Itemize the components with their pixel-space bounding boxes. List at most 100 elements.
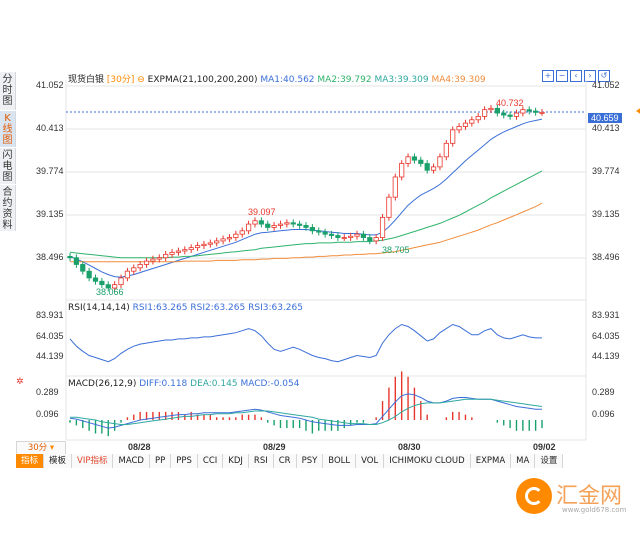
toolbar-tab[interactable]: 设置: [535, 454, 564, 468]
toolbar-tab[interactable]: EXPMA: [470, 454, 512, 468]
toolbar-tab[interactable]: BOLL: [323, 454, 357, 468]
toolbar-tab[interactable]: ICHIMOKU CLOUD: [384, 454, 471, 468]
ma4-value: MA4:39.309: [431, 75, 486, 85]
y-tick-right: 40.413: [592, 123, 620, 133]
macd-legend: MACD(26,12,9) DIFF:0.118 DEA:0.145 MACD:…: [68, 379, 299, 389]
low2-annotation: 38.705: [382, 245, 410, 255]
sidebar-item-contract[interactable]: 合约资料: [0, 185, 16, 231]
y-tick-right: 38.496: [592, 252, 620, 262]
candle-body: [99, 280, 105, 286]
symbol-name: 现货白银: [68, 75, 105, 85]
candle-body: [360, 233, 367, 238]
chart-canvas: [65, 80, 587, 441]
candle-body: [379, 216, 386, 238]
candle-body: [252, 220, 258, 225]
candle-body: [201, 243, 207, 247]
candle-body: [456, 126, 462, 131]
candle-body: [316, 230, 322, 233]
candle-body: [284, 222, 290, 225]
y-tick-right: 39.774: [592, 166, 620, 176]
toolbar-tab[interactable]: VIP指标: [72, 454, 114, 468]
candle-body: [131, 267, 137, 272]
candle-body: [469, 119, 475, 124]
toolbar-tab[interactable]: PSY: [296, 454, 324, 468]
sidebar-item-label: K线图: [2, 113, 13, 146]
candle-body: [297, 223, 303, 226]
candle-body: [450, 129, 456, 144]
rsi-label: RSI(14,14,14): [68, 303, 130, 313]
sidebar-item-kline[interactable]: K线图: [0, 111, 16, 147]
sidebar-item-flash[interactable]: 闪电图: [0, 148, 16, 184]
period-select[interactable]: 30分 ▾: [16, 441, 66, 455]
candle-body: [137, 264, 143, 269]
toolbar-tab[interactable]: PP: [149, 454, 172, 468]
toolbar-tab[interactable]: 模板: [44, 454, 73, 468]
candle-body: [367, 237, 373, 242]
settings-icon[interactable]: ⊖: [137, 75, 145, 85]
period-label[interactable]: [30分]: [106, 75, 135, 85]
toolbar-tab[interactable]: KDJ: [223, 454, 249, 468]
candle-body: [386, 196, 392, 218]
zoom-out-icon[interactable]: −: [556, 70, 568, 82]
toolbar-tab[interactable]: VOL: [356, 454, 385, 468]
low-annotation: 38.066: [96, 287, 124, 297]
candle-body: [399, 163, 405, 178]
sidebar-item-label: 闪电图: [2, 150, 13, 183]
candles: [67, 104, 545, 292]
pan-right-icon[interactable]: ›: [584, 70, 596, 82]
chart-tools: + − ‹ › ↺: [542, 70, 610, 82]
toolbar-tab[interactable]: RSI: [248, 454, 274, 468]
reset-icon[interactable]: ↺: [598, 70, 610, 82]
rsi3-value: RSI3:63.265: [248, 303, 303, 313]
brand-name: 汇金网: [556, 484, 623, 509]
diff-line: [69, 393, 542, 429]
macd-settings-icon[interactable]: ✲: [16, 377, 24, 387]
pan-left-icon[interactable]: ‹: [570, 70, 582, 82]
candle-body: [277, 223, 284, 226]
candle-body: [290, 222, 296, 225]
candle-body: [335, 235, 341, 238]
candle-body: [354, 233, 360, 237]
candle-body: [303, 225, 309, 228]
ma3-value: MA3:39.309: [374, 75, 429, 85]
candle-body: [271, 225, 277, 228]
candle-body: [341, 237, 347, 239]
y-tick-left: 39.135: [36, 209, 64, 219]
candle-body: [86, 270, 92, 279]
toolbar-tab[interactable]: CR: [273, 454, 297, 468]
dea-value: DEA:0.145: [190, 379, 238, 389]
candle-body: [112, 284, 118, 289]
x-tick: 08/28: [128, 442, 151, 452]
candle-body: [163, 253, 169, 259]
rsi-tick-left: 64.035: [36, 331, 64, 341]
macd-tick-right: 0.096: [592, 409, 615, 419]
macd-plot: [69, 371, 543, 437]
chevron-down-icon: ▾: [49, 443, 55, 453]
mid-annotation: 39.097: [248, 207, 276, 217]
candle-body: [520, 109, 526, 114]
candle-body: [118, 277, 124, 286]
sidebar-item-timeshare[interactable]: 分时图: [0, 72, 16, 110]
diff-value: DIFF:0.118: [139, 379, 188, 389]
rsi1-value: RSI1:63.265: [132, 303, 188, 313]
candle-body: [411, 156, 418, 161]
candle-body: [80, 264, 86, 272]
y-tick-left: 40.413: [36, 123, 64, 133]
candle-body: [73, 257, 79, 265]
sidebar-item-label: 分时图: [2, 74, 13, 107]
toolbar-tab[interactable]: PPS: [171, 454, 198, 468]
toolbar-tab[interactable]: CCI: [197, 454, 224, 468]
ma-line-2: [69, 170, 543, 259]
brand-logo-icon: [516, 478, 552, 514]
candle-body: [437, 156, 443, 168]
candle-body: [182, 249, 188, 252]
toolbar-tab[interactable]: MA: [511, 454, 536, 468]
toolbar-tab[interactable]: 指标: [16, 454, 45, 468]
candle-body: [392, 176, 398, 198]
zoom-in-icon[interactable]: +: [542, 70, 554, 82]
macd-tick-left: 0.289: [36, 387, 59, 397]
brand-url: www.gold678.com: [562, 506, 627, 514]
rsi-legend: RSI(14,14,14) RSI1:63.265 RSI2:63.265 RS…: [68, 303, 303, 313]
toolbar-tab[interactable]: MACD: [113, 454, 150, 468]
candle-body: [475, 116, 481, 121]
